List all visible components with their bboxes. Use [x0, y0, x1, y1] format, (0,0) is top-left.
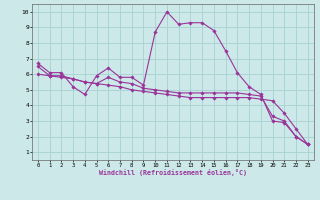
X-axis label: Windchill (Refroidissement éolien,°C): Windchill (Refroidissement éolien,°C): [99, 169, 247, 176]
